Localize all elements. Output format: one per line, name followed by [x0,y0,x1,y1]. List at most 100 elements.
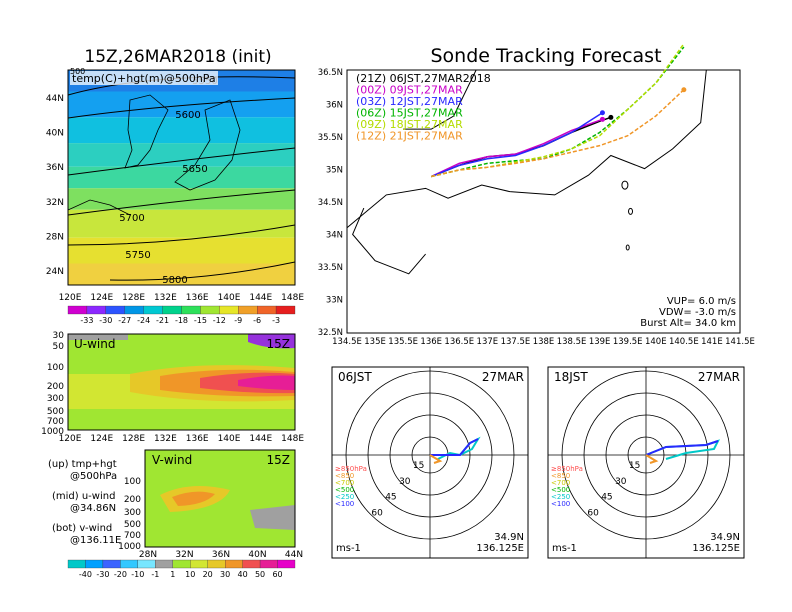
wind-colorbar-cell [207,559,226,569]
temp-colorbar-cell [67,305,88,315]
wind-colorbar-cell [242,559,261,569]
track-y-tick: 35.5N [318,133,343,143]
temp-colorbar-cell [219,305,239,315]
u-y-tick: 500 [47,407,64,417]
height-contour [67,189,296,216]
hodo-time: 18JST [554,370,588,384]
island [621,180,629,190]
v-y-tick: 700 [124,531,141,541]
temp-colorbar-label: -21 [156,316,169,325]
map-frame [67,69,296,286]
panel-legend-line: @34.86N [70,503,116,514]
track-x-tick: 136E [420,337,442,347]
track-x-tick: 134.5E [332,337,362,347]
hodo-legend-entry: <850 [551,472,570,480]
hodo-trace-top [430,438,479,456]
map-y-tick: 32N [46,198,64,208]
track-x-tick: 139.5E [613,337,643,347]
hodo-ring-label: 30 [615,477,627,487]
track-param: Burst Alt= 34.0 km [640,318,736,329]
hodo-lon: 136.125E [692,543,740,554]
track-x-tick: 137E [477,337,499,347]
track-y-tick: 34N [326,231,343,241]
temp-colorbar-label: -15 [194,316,207,325]
burst-point [681,87,687,93]
map-corner-code: 500 [70,67,85,76]
contour-label: 5800 [162,275,187,286]
sea-of-japan-coastline [403,69,477,130]
wind-colorbar-label: 1 [170,570,175,579]
temp-band [68,237,295,264]
u-grey [68,334,128,340]
island [625,244,630,251]
track-legend-entry: (09Z) 18JST,27MAR [356,118,463,131]
track-x-tick: 140.5E [669,337,699,347]
temp-colorbar-cell [86,305,106,315]
panel-legend-line: @136.11E [70,535,121,546]
hodo-legend-entry: ≥850hPa [335,465,367,473]
contour-label: 5700 [119,213,144,224]
v-y-tick: 1000 [118,542,141,552]
wind-colorbar-cell [259,559,278,569]
track-x-tick: 138.5E [557,337,587,347]
map-x-tick: 128E [122,293,145,303]
wind-colorbar-label: -1 [151,570,159,579]
hodo-date: 27MAR [482,370,524,384]
temp-colorbar-cell [238,305,258,315]
track-frame [346,69,741,334]
v-x-tick: 28N [139,550,157,560]
hodo-legend-entry: <250 [551,493,570,501]
track-param: VUP= 6.0 m/s [667,296,736,307]
hodo-legend-entry: <700 [335,479,354,487]
hodo-time: 06JST [338,370,372,384]
track-legend-entry: (21Z) 06JST,27MAR2018 [356,72,491,85]
u-x-tick: 120E [59,434,82,444]
temp-band [68,143,295,167]
u-x-tick: 136E [186,434,209,444]
height-contour [67,97,296,119]
panel-legend-line: (up) tmp+hgt [48,459,117,470]
wind-colorbar-cell [190,559,208,569]
track-x-tick: 139E [589,337,611,347]
track-x-tick: 141E [701,337,723,347]
track-x-tick: 137.5E [501,337,531,347]
u-y-tick: 100 [47,363,64,373]
hodo-date: 27MAR [698,370,740,384]
hodo-ring-label: 45 [385,493,396,503]
map-y-tick: 36N [46,163,64,173]
temp-colorbar-cell [200,305,220,315]
track-x-tick: 138E [533,337,555,347]
u-x-tick: 128E [122,434,145,444]
temp-colorbar-label: -18 [175,316,188,325]
track-y-tick: 36N [326,101,343,111]
hodo-trace-low [645,454,659,464]
temp-colorbar-label: -12 [213,316,226,325]
panel-legend-line: @500hPa [70,471,117,482]
track-line [430,112,603,178]
u-title: U-wind [74,337,115,351]
hodo-trace-top [645,440,719,456]
v-y-tick: 200 [124,495,141,505]
temp-colorbar-label: -3 [272,316,280,325]
map-x-tick: 140E [218,293,241,303]
map-y-tick: 44N [46,94,64,104]
v-x-tick: 40N [248,550,266,560]
hodo-ring-label: 45 [601,493,612,503]
track-line [431,89,685,178]
track-legend-entry: (00Z) 09JST,27MAR [356,84,463,97]
temp-band [68,263,295,285]
map-x-tick: 144E [249,293,272,303]
map-x-tick: 132E [154,293,177,303]
pacific-coastline [346,69,707,229]
v-y-tick: 500 [124,520,141,530]
track-line [430,118,603,178]
contour-label: 5650 [182,164,207,175]
u-y-tick: 200 [47,382,64,392]
track-x-tick: 135.5E [388,337,418,347]
u-y-tick: 300 [47,394,64,404]
v-positive-core [172,491,215,506]
hodo-legend-entry: <100 [335,500,354,508]
track-legend-entry: (06Z) 15JST,27MAR [356,107,463,120]
u-y-tick: 50 [53,342,65,352]
track-y-tick: 34.5N [318,198,343,208]
